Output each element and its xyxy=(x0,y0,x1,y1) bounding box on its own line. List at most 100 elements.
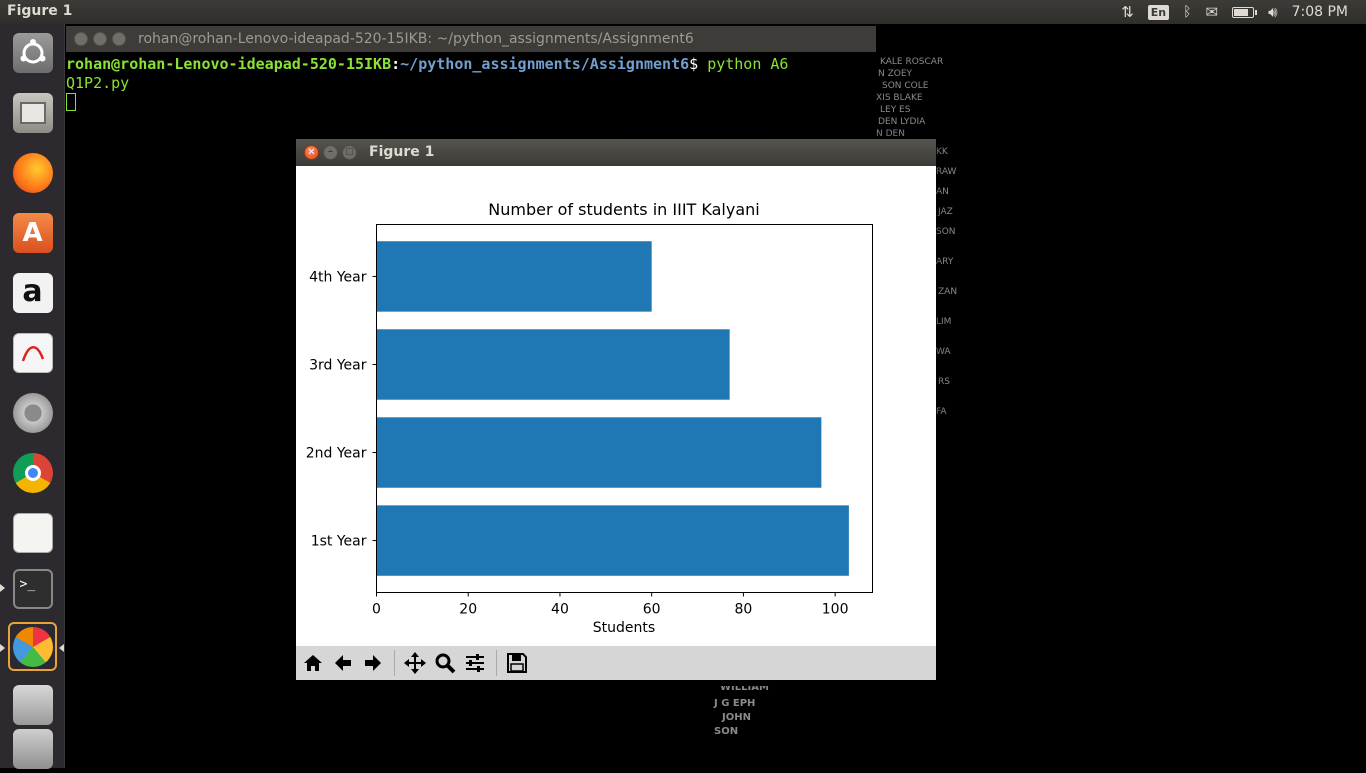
figure-toolbar xyxy=(296,646,936,680)
keyboard-language-indicator[interactable]: En xyxy=(1147,4,1170,20)
pan-icon[interactable] xyxy=(401,649,429,677)
svg-text:RS: RS xyxy=(938,377,950,387)
chrome-icon[interactable] xyxy=(8,448,57,497)
x-tick-label: 40 xyxy=(551,602,569,618)
figure-titlebar[interactable]: ✕ – □ Figure 1 xyxy=(296,139,936,166)
svg-text:LIM: LIM xyxy=(936,317,951,327)
svg-text:N DEN: N DEN xyxy=(876,129,905,139)
svg-text:KALE ROSCAR: KALE ROSCAR xyxy=(880,57,943,67)
system-tray: ⇅ En ᛒ ✉ 🔊︎ 7:08 PM xyxy=(1121,0,1366,24)
files-icon[interactable] xyxy=(8,88,57,137)
system-settings-icon[interactable] xyxy=(8,388,57,437)
bar-4th-year[interactable] xyxy=(376,241,652,312)
bar-2nd-year[interactable] xyxy=(376,417,822,488)
back-icon[interactable] xyxy=(329,649,357,677)
wallpaper-text-art: KALE ROSCAR N ZOEY SON COLE XIS BLAKE LEY E… xyxy=(876,24,966,444)
active-indicator xyxy=(0,584,5,592)
launcher: A a >_ xyxy=(0,24,65,769)
save-icon[interactable] xyxy=(503,649,531,677)
svg-text:J G EPH: J G EPH xyxy=(713,698,755,709)
figure-window[interactable]: ✕ – □ Figure 1 Number of students in III… xyxy=(296,139,936,680)
minimize-icon[interactable]: – xyxy=(323,145,338,160)
svg-text:KK: KK xyxy=(936,147,949,157)
svg-text:SON COLE: SON COLE xyxy=(882,81,929,91)
terminal-icon[interactable]: >_ xyxy=(8,564,57,613)
svg-text:AN: AN xyxy=(936,187,949,197)
text-editor-icon[interactable] xyxy=(8,508,57,557)
chart-title: Number of students in IIIT Kalyani xyxy=(488,200,759,219)
amazon-icon[interactable]: a xyxy=(8,268,57,317)
terminal-output[interactable]: rohan@rohan-Lenovo-ideapad-520-15IKB:~/p… xyxy=(66,52,876,112)
forward-icon[interactable] xyxy=(359,649,387,677)
firefox-icon[interactable] xyxy=(8,148,57,197)
svg-text:WILLIAM: WILLIAM xyxy=(720,682,769,693)
volume-icon[interactable]: 🔊︎ xyxy=(1268,3,1278,21)
prompt-path: ~/python_assignments/Assignment6 xyxy=(400,55,690,73)
close-icon[interactable]: ✕ xyxy=(304,145,319,160)
y-tick-label: 4th Year xyxy=(309,269,367,285)
command-text: python A6 xyxy=(707,55,789,73)
prompt-user: rohan@rohan-Lenovo-ideapad-520-15IKB xyxy=(66,55,392,73)
matplotlib-figure-icon[interactable] xyxy=(8,622,57,671)
x-tick-label: 20 xyxy=(459,602,477,618)
prompt-separator: : xyxy=(391,55,401,73)
maximize-icon[interactable]: □ xyxy=(342,145,357,160)
toolbar-separator xyxy=(496,650,497,676)
minimize-icon[interactable] xyxy=(93,32,107,46)
y-tick-label: 2nd Year xyxy=(306,446,367,462)
svg-text:SON: SON xyxy=(936,227,956,237)
svg-text:XIS BLAKE: XIS BLAKE xyxy=(876,93,923,103)
zoom-icon[interactable] xyxy=(431,649,459,677)
focused-indicator xyxy=(59,644,64,652)
close-icon[interactable] xyxy=(74,32,88,46)
x-tick-label: 0 xyxy=(372,602,381,618)
mail-icon[interactable]: ✉ xyxy=(1205,3,1219,21)
svg-text:ZAN: ZAN xyxy=(938,287,957,297)
terminal-cursor xyxy=(66,93,76,111)
maximize-icon[interactable] xyxy=(112,32,126,46)
svg-text:N ZOEY: N ZOEY xyxy=(878,69,913,79)
active-indicator xyxy=(0,644,5,652)
toolbar-separator xyxy=(394,650,395,676)
x-axis-label: Students xyxy=(593,620,655,636)
y-tick-label: 1st Year xyxy=(311,534,367,550)
network-arrows-icon[interactable]: ⇅ xyxy=(1121,3,1134,21)
y-tick-label: 3rd Year xyxy=(309,357,367,373)
svg-text:ARY: ARY xyxy=(936,257,954,267)
home-icon[interactable] xyxy=(299,649,327,677)
bar-1st-year[interactable] xyxy=(376,505,849,576)
configure-subplots-icon[interactable] xyxy=(461,649,489,677)
bluetooth-icon[interactable]: ᛒ xyxy=(1183,4,1192,20)
ubuntu-dash-icon[interactable] xyxy=(8,28,57,77)
battery-icon[interactable] xyxy=(1232,6,1258,18)
wallpaper-text-art: WILLIAM J G EPH JOHN SON xyxy=(700,670,780,750)
svg-text:LEY ES: LEY ES xyxy=(880,105,911,115)
svg-text:DEN LYDIA: DEN LYDIA xyxy=(878,117,926,127)
app-title: Figure 1 xyxy=(7,3,73,19)
x-tick-label: 80 xyxy=(734,602,752,618)
bar-chart[interactable]: Number of students in IIIT Kalyani 1st Y… xyxy=(296,166,936,646)
disk-icon[interactable] xyxy=(8,680,57,729)
command-continuation: Q1P2.py xyxy=(66,74,130,92)
svg-text:JOHN: JOHN xyxy=(721,712,751,723)
x-tick-label: 60 xyxy=(643,602,661,618)
software-center-icon[interactable]: A xyxy=(8,208,57,257)
battery-level xyxy=(1234,8,1248,16)
svg-text:JAZ: JAZ xyxy=(937,207,953,217)
plot-frame xyxy=(376,224,873,593)
x-tick-label: 100 xyxy=(822,602,849,618)
figure-title: Figure 1 xyxy=(369,144,435,160)
svg-text:RAW: RAW xyxy=(936,167,957,177)
terminal-titlebar[interactable]: rohan@rohan-Lenovo-ideapad-520-15IKB: ~/… xyxy=(66,26,876,52)
terminal-title: rohan@rohan-Lenovo-ideapad-520-15IKB: ~/… xyxy=(138,31,694,47)
clock[interactable]: 7:08 PM xyxy=(1291,4,1348,20)
trash-icon[interactable] xyxy=(8,724,57,773)
svg-text:FA: FA xyxy=(936,407,947,417)
top-panel: Figure 1 ⇅ En ᛒ ✉ 🔊︎ 7:08 PM xyxy=(0,0,1366,24)
svg-text:WA: WA xyxy=(936,347,951,357)
prompt-dollar: $ xyxy=(689,55,708,73)
document-viewer-icon[interactable] xyxy=(8,328,57,377)
svg-text:SON: SON xyxy=(714,726,738,737)
terminal-line: rohan@rohan-Lenovo-ideapad-520-15IKB:~/p… xyxy=(66,55,876,74)
bar-3rd-year[interactable] xyxy=(376,329,730,400)
